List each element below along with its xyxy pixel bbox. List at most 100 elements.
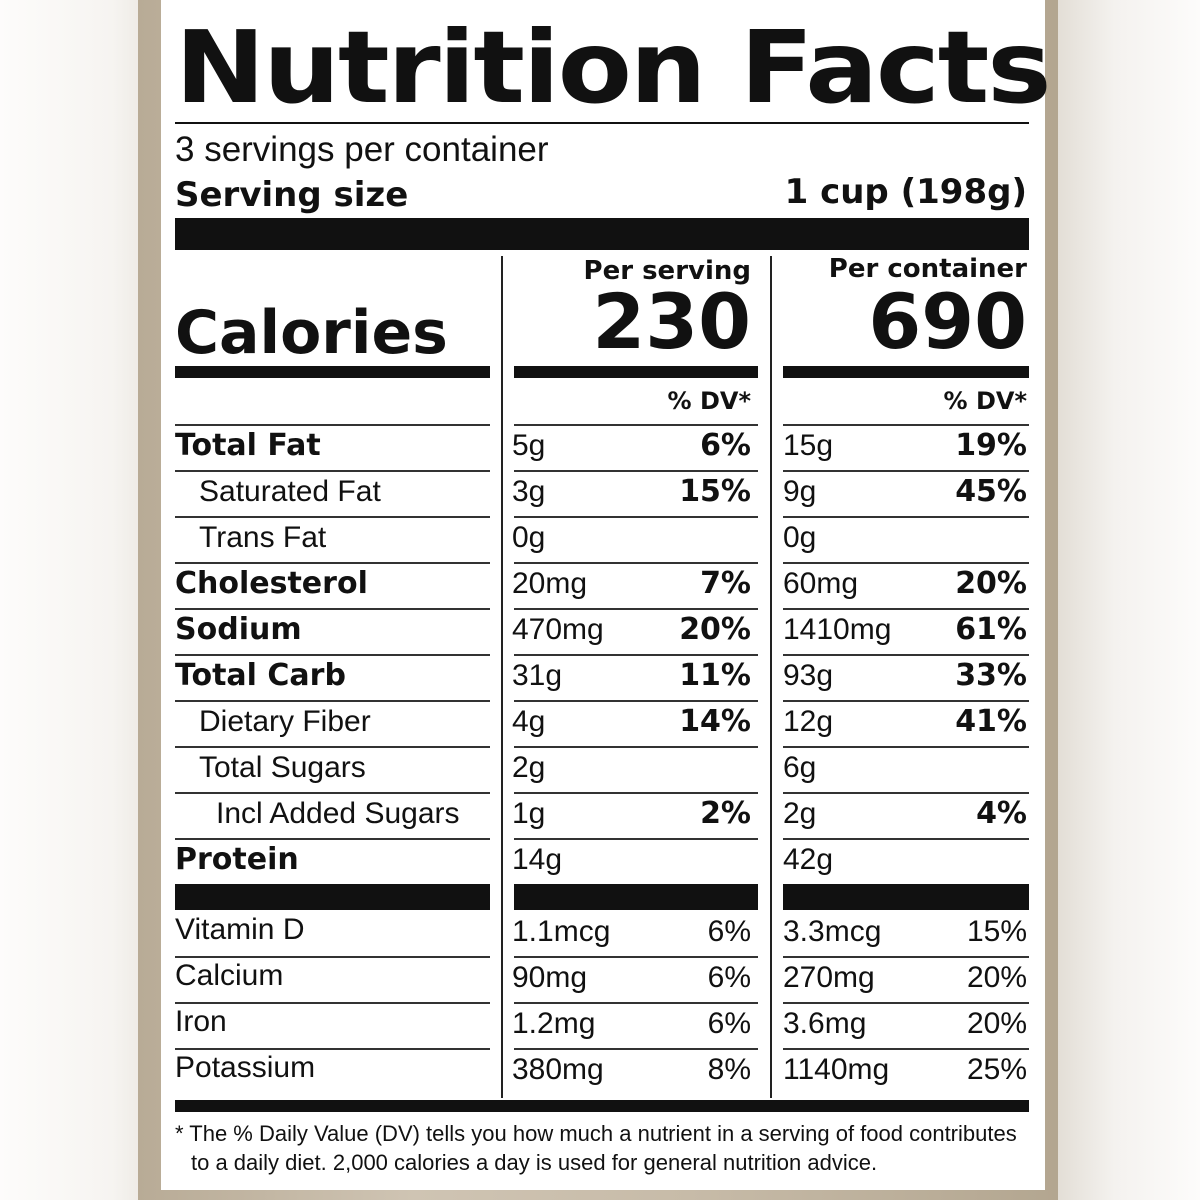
container-dv: 20% [955,566,1027,601]
container-amount: 60mg [783,567,859,600]
row-rule [783,1048,1029,1050]
nutrient-name: Incl Added Sugars [216,797,460,830]
serving-amount: 2g [512,751,546,784]
row-rule [514,654,758,656]
row-rule [175,1048,490,1050]
serving-dv: 8% [707,1053,751,1086]
serving-size-label: Serving size [175,175,409,215]
calories-bar-2 [514,366,758,378]
row-rule [175,562,490,564]
vitamin-bar-2 [514,884,758,910]
container-dv: 20% [966,961,1027,994]
background-left [0,0,160,1200]
calories-bar-1 [175,366,490,378]
row-rule [175,470,490,472]
serving-amount: 5g [512,429,546,462]
container-dv: 45% [955,474,1027,509]
serving-dv: 2% [700,796,751,831]
container-amount: 42g [783,843,834,876]
column-divider-1 [501,256,503,1098]
vitamin-name: Potassium [175,1051,316,1084]
row-rule [783,746,1029,748]
per-serving-header: Per serving [583,256,751,286]
row-rule [514,608,758,610]
calories-per-container: 690 [868,277,1027,366]
container-dv: 20% [966,1007,1027,1040]
container-dv: 25% [966,1053,1027,1086]
serving-amount: 31g [512,659,563,692]
serving-dv: 7% [700,566,751,601]
serving-dv: 6% [707,961,751,994]
container-amount: 3.6mg [783,1007,867,1040]
footnote-line-2: to a daily diet. 2,000 calories a day is… [191,1150,878,1175]
row-rule [175,700,490,702]
serving-dv: 15% [679,474,751,509]
row-rule [783,562,1029,564]
vitamin-bar-3 [783,884,1029,910]
serving-amount: 1.2mg [512,1007,596,1040]
dv-rule-2 [514,424,758,426]
row-rule [175,838,490,840]
serving-amount: 90mg [512,961,588,994]
row-rule [783,700,1029,702]
row-rule [514,1048,758,1050]
vitamin-name: Vitamin D [175,913,305,946]
serving-amount: 3g [512,475,546,508]
row-rule [175,956,490,958]
row-rule [783,470,1029,472]
serving-dv: 6% [707,915,751,948]
serving-dv: 20% [679,612,751,647]
dv-header-serving: % DV* [667,387,751,415]
background-right [1058,0,1200,1200]
container-amount: 1140mg [783,1053,890,1086]
row-rule [514,562,758,564]
row-rule [175,746,490,748]
row-rule [783,838,1029,840]
nutrition-label: Nutrition Facts 3 servings per container… [161,0,1052,1190]
serving-dv: 14% [679,704,751,739]
serving-size-value: 1 cup (198g) [784,172,1027,212]
container-amount: 9g [783,475,817,508]
serving-dv: 6% [707,1007,751,1040]
container-amount: 12g [783,705,834,738]
nutrient-name: Trans Fat [199,521,327,554]
nutrient-name: Sodium [175,612,302,647]
footnote-line-1: * The % Daily Value (DV) tells you how m… [175,1121,1017,1146]
serving-amount: 1g [512,797,546,830]
container-amount: 15g [783,429,834,462]
row-rule [783,516,1029,518]
container-amount: 1410mg [783,613,892,646]
row-rule [514,470,758,472]
thick-bar-top [175,218,1029,250]
row-rule [175,792,490,794]
title-rule [175,122,1029,124]
dv-rule-1 [175,424,490,426]
servings-per-container: 3 servings per container [175,130,549,169]
serving-amount: 1.1mcg [512,915,611,948]
row-rule [514,516,758,518]
vitamin-name: Iron [175,1005,227,1038]
nutrient-name: Cholesterol [175,566,368,601]
row-rule [175,654,490,656]
container-dv: 19% [955,428,1027,463]
container-dv: 4% [976,796,1027,831]
nutrient-name: Total Sugars [199,751,366,784]
container-amount: 93g [783,659,834,692]
container-dv: 61% [955,612,1027,647]
row-rule [514,700,758,702]
row-rule [514,1002,758,1004]
dv-rule-3 [783,424,1029,426]
serving-amount: 0g [512,521,546,554]
serving-dv: 6% [700,428,751,463]
row-rule [514,956,758,958]
row-rule [783,792,1029,794]
nutrient-name: Dietary Fiber [199,705,371,738]
row-rule [175,516,490,518]
container-amount: 6g [783,751,817,784]
row-rule [783,608,1029,610]
nutrient-name: Saturated Fat [199,475,381,508]
container-dv: 15% [966,915,1027,948]
container-amount: 0g [783,521,817,554]
row-rule [514,792,758,794]
row-rule [783,654,1029,656]
